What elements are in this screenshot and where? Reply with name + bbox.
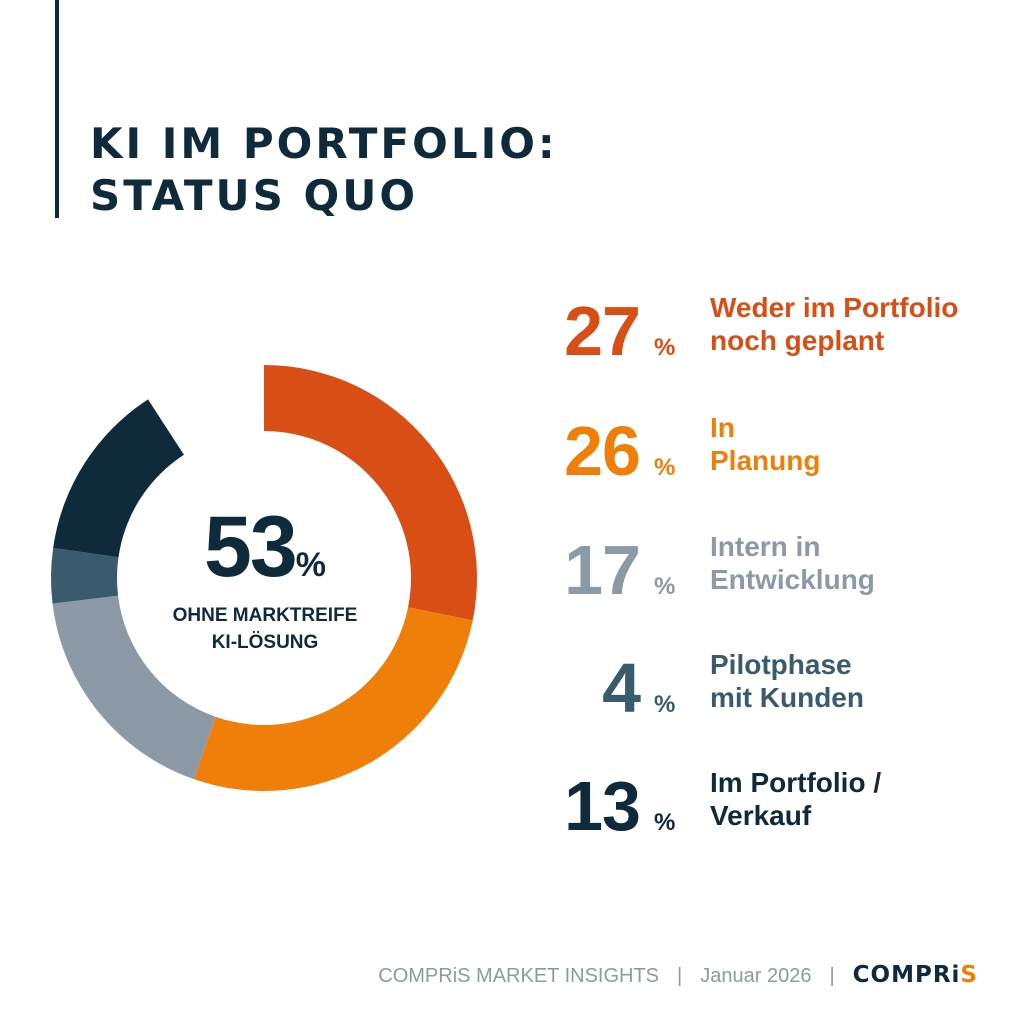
- accent-bar: [55, 0, 59, 218]
- legend-label: Weder im Portfolio noch geplant: [710, 291, 958, 357]
- center-caption-line-1: OHNE MARKTREIFE: [172, 605, 358, 626]
- legend-value: 17: [564, 531, 641, 609]
- legend-label: Im Portfolio / Verkauf: [710, 766, 881, 832]
- brand-logo-accent: S: [960, 962, 978, 988]
- legend-value: 26: [564, 412, 641, 490]
- brand-logo: COMPRiS: [853, 962, 978, 988]
- legend-label-line-2: noch geplant: [710, 325, 885, 356]
- legend-label-line-1: In: [710, 412, 735, 443]
- legend-unit: %: [654, 334, 676, 361]
- legend-value: 27: [564, 292, 641, 370]
- donut-slice-2: [193, 607, 473, 792]
- legend-value: 13: [564, 767, 641, 845]
- donut-slice-3: [52, 595, 216, 780]
- legend-item-in-portfolio: 13 % Im Portfolio / Verkauf: [540, 761, 1000, 851]
- footer-date: Januar 2026: [700, 965, 812, 987]
- legend-label-line-2: Entwicklung: [710, 564, 875, 595]
- donut-slice-4: [51, 547, 119, 604]
- title-line-1: KI IM PORTFOLIO:: [90, 119, 558, 168]
- legend-label: In Planung: [710, 411, 820, 477]
- legend-label-line-1: Weder im Portfolio: [710, 292, 959, 323]
- footer: COMPRiS MARKET INSIGHTS | Januar 2026 | COMP…: [378, 958, 978, 992]
- legend-label: Intern in Entwicklung: [710, 530, 875, 596]
- center-caption-line-2: KI-LÖSUNG: [211, 632, 319, 653]
- legend-unit: %: [654, 454, 676, 481]
- legend-label-line-2: mit Kunden: [710, 682, 864, 713]
- legend-item-internal-development: 17 % Intern in Entwicklung: [540, 525, 1000, 615]
- legend-label-line-1: Im Portfolio /: [710, 767, 882, 798]
- center-number: 53: [204, 499, 298, 595]
- legend-label-line-1: Intern in: [710, 531, 821, 562]
- center-unit: %: [295, 546, 326, 584]
- legend-value: 4: [602, 649, 641, 727]
- center-caption: OHNE MARKTREIFE KI-LÖSUNG: [140, 602, 390, 656]
- legend-item-pilot-phase: 4 % Pilotphase mit Kunden: [540, 643, 1000, 733]
- donut-slice-1: [264, 365, 477, 621]
- center-value: 53%: [160, 497, 370, 615]
- page-title: KI IM PORTFOLIO: STATUS QUO: [90, 118, 558, 222]
- legend-label: Pilotphase mit Kunden: [710, 648, 864, 714]
- legend-item-planning: 26 % In Planung: [540, 406, 1000, 496]
- legend-label-line-1: Pilotphase: [710, 649, 852, 680]
- title-line-2: STATUS QUO: [90, 171, 419, 220]
- donut-slice-5: [53, 399, 184, 558]
- legend-unit: %: [654, 573, 676, 600]
- legend-unit: %: [654, 809, 676, 836]
- footer-separator: |: [677, 965, 683, 987]
- legend-label-line-2: Verkauf: [710, 800, 812, 831]
- legend-unit: %: [654, 691, 676, 718]
- brand-logo-main: COMPRi: [852, 962, 961, 988]
- footer-source: COMPRiS MARKET INSIGHTS: [378, 965, 660, 987]
- legend-item-not-planned: 27 % Weder im Portfolio noch geplant: [540, 286, 1000, 376]
- footer-separator: |: [829, 965, 835, 987]
- legend-label-line-2: Planung: [710, 445, 821, 476]
